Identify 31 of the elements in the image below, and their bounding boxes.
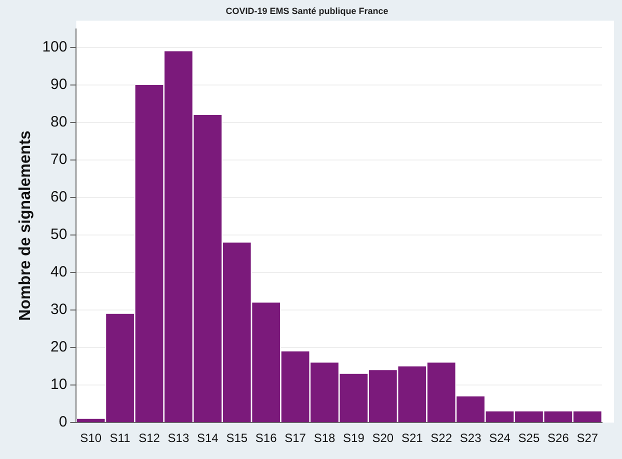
y-tick-label: 0 bbox=[58, 414, 68, 431]
x-tick-label: S24 bbox=[489, 431, 511, 446]
y-tick-label: 20 bbox=[50, 338, 68, 356]
x-tick-label: S20 bbox=[372, 431, 394, 446]
x-tick-label: S27 bbox=[576, 431, 598, 446]
x-tick-label: S14 bbox=[196, 431, 219, 446]
y-tick-label: 70 bbox=[50, 151, 68, 168]
x-tick-label: S17 bbox=[284, 431, 306, 446]
chart-title: COVID-19 EMS Santé publique France bbox=[226, 6, 388, 16]
x-tick-label: S22 bbox=[430, 431, 452, 446]
y-tick-label: 30 bbox=[50, 301, 68, 318]
x-tick-label: S13 bbox=[168, 431, 190, 446]
y-tick-label: 50 bbox=[50, 226, 68, 244]
x-tick-label: S10 bbox=[80, 431, 102, 446]
y-tick-label: 80 bbox=[50, 114, 68, 131]
x-tick-label: S23 bbox=[460, 431, 482, 446]
x-tick-label: S15 bbox=[226, 431, 248, 446]
y-tick-label: 90 bbox=[50, 76, 68, 94]
x-tick-label: S12 bbox=[138, 431, 160, 446]
y-tick-label: 10 bbox=[50, 376, 68, 394]
x-tick-label: S26 bbox=[548, 431, 570, 446]
y-tick-label: 60 bbox=[50, 188, 68, 206]
y-axis-title: Nombre de signalements bbox=[17, 130, 34, 321]
x-tick-label: S19 bbox=[343, 431, 365, 446]
x-tick-label: S18 bbox=[314, 431, 336, 446]
y-tick-label: 100 bbox=[42, 38, 68, 56]
x-tick-label: S11 bbox=[110, 431, 131, 446]
x-tick-label: S16 bbox=[255, 431, 278, 446]
y-tick-label: 40 bbox=[50, 264, 68, 281]
x-tick-label: S25 bbox=[518, 431, 540, 446]
x-tick-label: S21 bbox=[401, 431, 424, 446]
